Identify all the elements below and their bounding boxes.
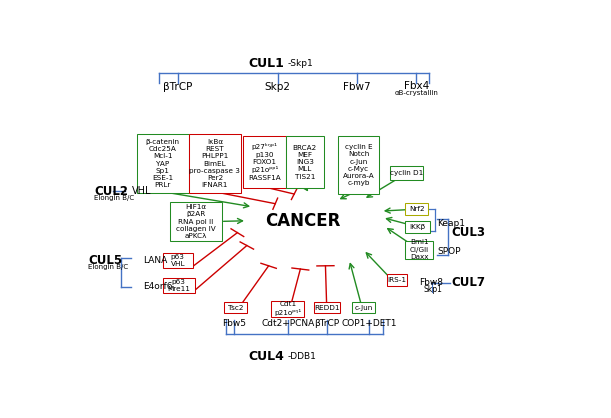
- FancyBboxPatch shape: [170, 202, 222, 241]
- Text: Keap1: Keap1: [437, 219, 465, 228]
- Text: CUL7: CUL7: [452, 276, 485, 289]
- Text: LANA: LANA: [143, 257, 167, 265]
- FancyBboxPatch shape: [390, 166, 423, 180]
- Text: Fbw8: Fbw8: [419, 278, 443, 287]
- FancyBboxPatch shape: [224, 302, 247, 314]
- Text: CUL5: CUL5: [88, 255, 122, 268]
- Text: BRCA2
MEF
ING3
MLL
TIS21: BRCA2 MEF ING3 MLL TIS21: [293, 145, 317, 179]
- Text: cyclin E
Notch
c-Jun
c-Myc
Aurora-A
c-myb: cyclin E Notch c-Jun c-Myc Aurora-A c-my…: [343, 144, 375, 186]
- FancyBboxPatch shape: [406, 221, 430, 233]
- Text: IRS-1: IRS-1: [387, 277, 406, 283]
- FancyBboxPatch shape: [243, 136, 286, 188]
- Text: E4orf6: E4orf6: [143, 282, 172, 291]
- Text: IκBα
REST
PHLPP1
BimEL
pro-caspase 3
Per2
IFNAR1: IκBα REST PHLPP1 BimEL pro-caspase 3 Per…: [189, 139, 240, 189]
- Text: CUL3: CUL3: [452, 225, 485, 239]
- FancyBboxPatch shape: [338, 136, 379, 194]
- FancyBboxPatch shape: [387, 275, 408, 286]
- Text: –: –: [120, 186, 126, 196]
- Text: Elongin B/C: Elongin B/C: [88, 265, 128, 270]
- Text: Fbw5: Fbw5: [222, 319, 246, 328]
- FancyBboxPatch shape: [314, 302, 340, 314]
- Text: βTrCP: βTrCP: [164, 82, 193, 92]
- Text: HIF1α
β2AR
RNA pol II
collagen IV
aPKCλ: HIF1α β2AR RNA pol II collagen IV aPKCλ: [176, 204, 216, 239]
- Text: REDD1: REDD1: [314, 305, 340, 311]
- Text: –: –: [430, 278, 435, 288]
- FancyBboxPatch shape: [271, 301, 304, 317]
- Text: Tsc2: Tsc2: [228, 305, 243, 311]
- Text: Skp1: Skp1: [423, 285, 442, 294]
- Text: Elongin B/C: Elongin B/C: [94, 194, 134, 201]
- Text: CUL1: CUL1: [249, 56, 285, 69]
- Text: p27ᵏᵑᵖ¹
p130
FOXO1
p21ᴏᵖᵖ¹
RASSF1A: p27ᵏᵑᵖ¹ p130 FOXO1 p21ᴏᵖᵖ¹ RASSF1A: [248, 143, 281, 181]
- Text: βTrCP: βTrCP: [314, 319, 340, 328]
- FancyBboxPatch shape: [286, 136, 324, 188]
- FancyBboxPatch shape: [406, 203, 428, 215]
- Text: Cdt2+PCNA: Cdt2+PCNA: [262, 319, 315, 328]
- Text: SPOP: SPOP: [437, 247, 461, 256]
- Text: Skp2: Skp2: [265, 82, 291, 92]
- Text: -Skp1: -Skp1: [287, 59, 313, 68]
- Text: IKKβ: IKKβ: [409, 224, 426, 230]
- FancyBboxPatch shape: [136, 135, 189, 193]
- Text: Bmi1
Ci/Gli
Daxx: Bmi1 Ci/Gli Daxx: [409, 240, 429, 260]
- Text: Nrf2: Nrf2: [409, 206, 425, 212]
- Text: β-catenin
Cdc25A
Mcl-1
YAP
Sp1
ESE-1
PRLr: β-catenin Cdc25A Mcl-1 YAP Sp1 ESE-1 PRL…: [146, 139, 180, 189]
- Text: c-Jun: c-Jun: [354, 305, 373, 311]
- FancyBboxPatch shape: [163, 278, 195, 293]
- FancyBboxPatch shape: [189, 135, 241, 193]
- Text: p63
VHL: p63 VHL: [170, 254, 185, 267]
- Text: VHL: VHL: [132, 186, 152, 196]
- Text: Cdt1
p21ᴏᵖᵑ¹: Cdt1 p21ᴏᵖᵑ¹: [274, 301, 301, 316]
- FancyBboxPatch shape: [163, 253, 193, 268]
- Text: cyclin D1: cyclin D1: [390, 170, 423, 176]
- Text: CUL4: CUL4: [249, 350, 285, 363]
- Text: Fbx4: Fbx4: [404, 81, 429, 91]
- FancyBboxPatch shape: [352, 302, 375, 314]
- Text: αB-crystallin: αB-crystallin: [395, 89, 438, 96]
- FancyBboxPatch shape: [406, 241, 433, 259]
- Text: COP1+DET1: COP1+DET1: [342, 319, 397, 328]
- Text: CANCER: CANCER: [265, 212, 340, 230]
- Text: Fbw7: Fbw7: [343, 82, 370, 92]
- Text: CUL2: CUL2: [94, 185, 128, 198]
- Text: p63
Mre11: p63 Mre11: [167, 279, 190, 292]
- Text: -DDB1: -DDB1: [287, 352, 316, 361]
